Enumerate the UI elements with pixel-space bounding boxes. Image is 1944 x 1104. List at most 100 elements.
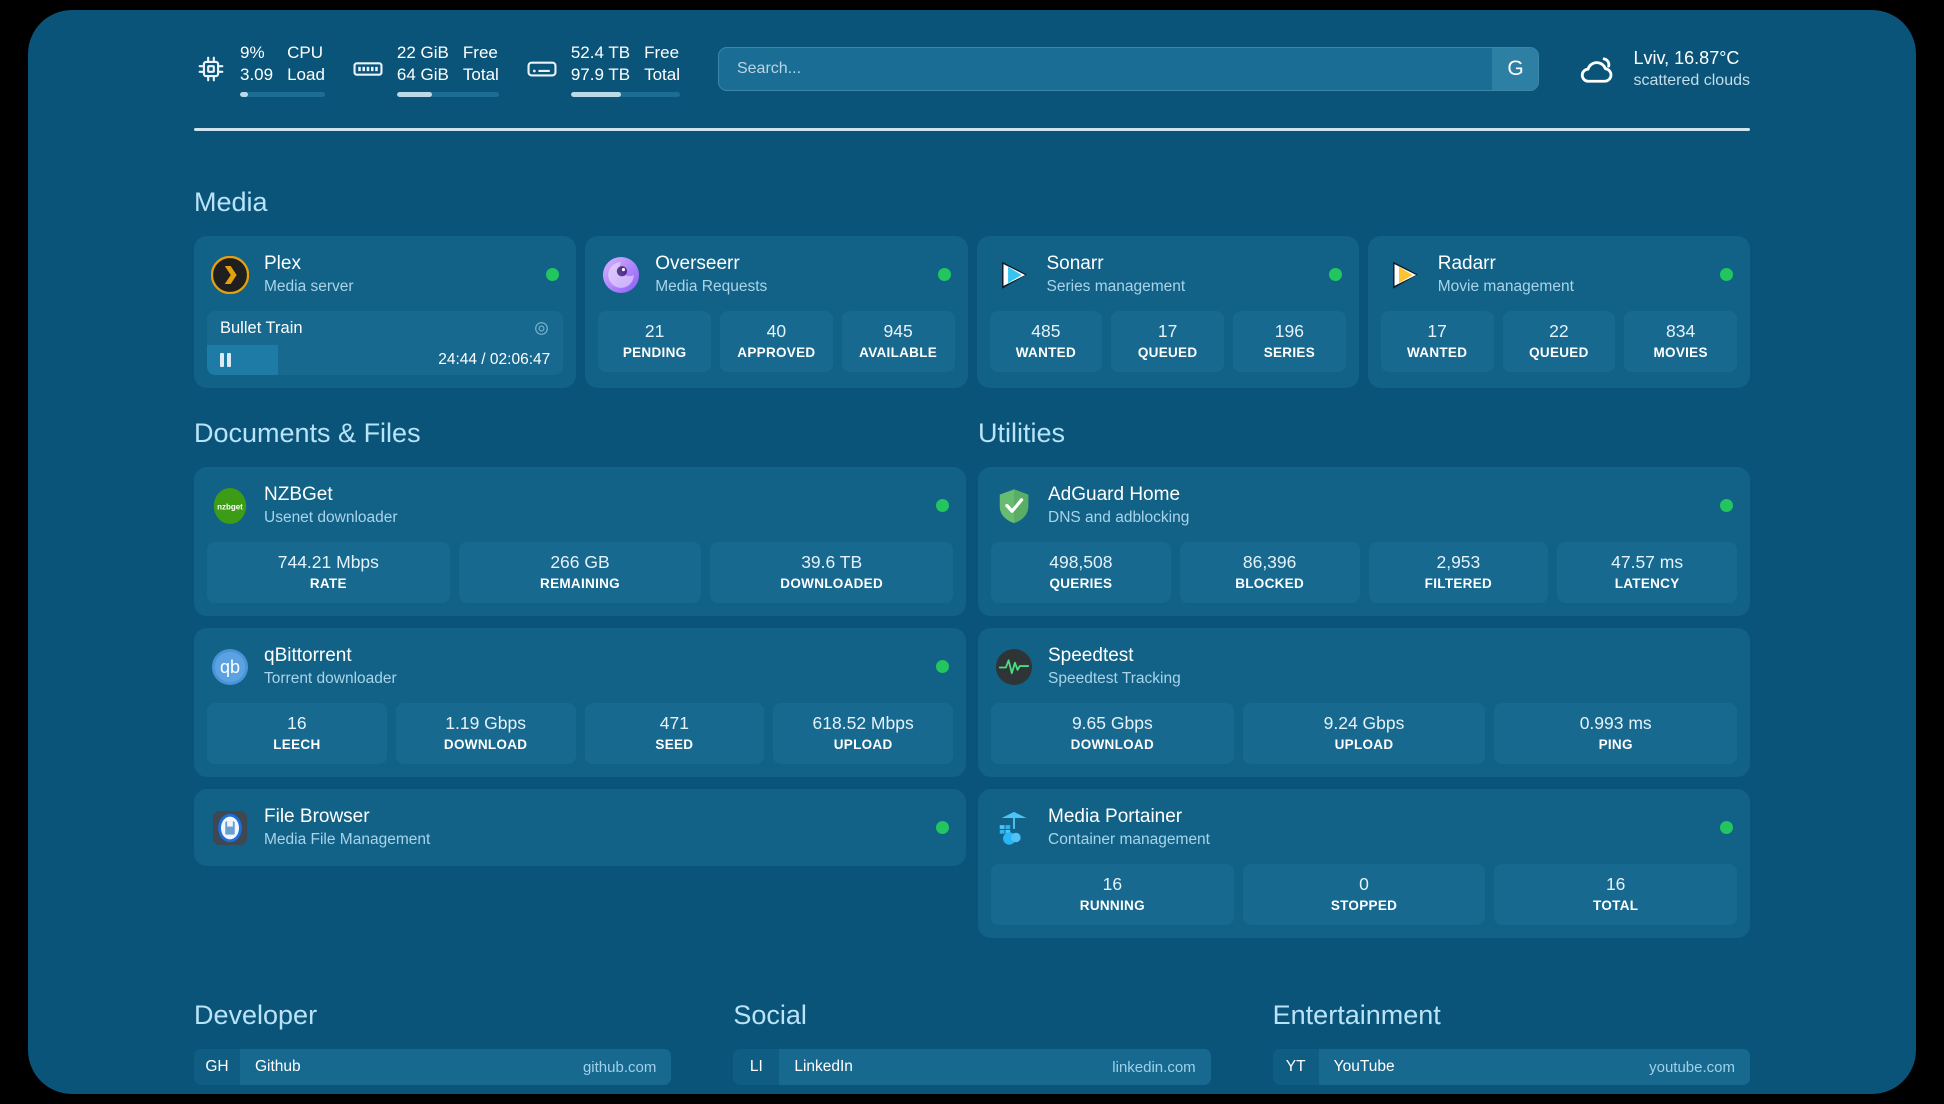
system-stat-progress-bar bbox=[240, 91, 325, 97]
service-stats-row: 21 PENDING 40 APPROVED 945 AVAILABLE bbox=[598, 311, 955, 372]
system-stat-body: 52.4 TB 97.9 TB Free Total bbox=[570, 42, 680, 97]
system-stat-values: 52.4 TB 97.9 TB bbox=[571, 42, 630, 86]
system-stat-label-secondary: Load bbox=[287, 64, 325, 84]
bookmark-abbreviation: YT bbox=[1272, 1049, 1319, 1085]
media-card-grid: Plex Media server Bullet Train 24:44 / 0… bbox=[194, 236, 1750, 388]
cloud-icon bbox=[1577, 48, 1619, 90]
service-card-header[interactable]: Sonarr Series management bbox=[990, 249, 1346, 300]
service-stat-value: 17 bbox=[1157, 321, 1178, 341]
service-stat-label: WANTED bbox=[1015, 345, 1077, 360]
service-card[interactable]: Radarr Movie management 17 WANTED 22 QUE… bbox=[1367, 236, 1750, 388]
service-description: Usenet downloader bbox=[264, 509, 398, 526]
service-stat: 86,396 BLOCKED bbox=[1179, 542, 1360, 603]
svg-text:nzbget: nzbget bbox=[217, 502, 243, 511]
system-stat-cpu: 9% 3.09 CPU Load bbox=[194, 42, 325, 97]
service-stats-row: 9.65 Gbps DOWNLOAD 9.24 Gbps UPLOAD 0.99… bbox=[991, 703, 1738, 764]
now-playing-progress[interactable]: 24:44 / 02:06:47 bbox=[207, 345, 564, 375]
bookmark-name: Github bbox=[255, 1058, 301, 1075]
speedtest-logo bbox=[995, 648, 1033, 686]
service-card-header[interactable]: Speedtest Speedtest Tracking bbox=[991, 641, 1737, 692]
service-description: Torrent downloader bbox=[264, 670, 397, 687]
settings-icon[interactable] bbox=[533, 320, 550, 337]
service-card-header[interactable]: qb qBittorrent Torrent downloader bbox=[207, 641, 953, 692]
service-card-titles: File Browser Media File Management bbox=[264, 805, 921, 850]
service-stat: 945 AVAILABLE bbox=[841, 311, 955, 372]
section-title-documents: Documents & Files bbox=[194, 418, 421, 448]
service-description: Series management bbox=[1046, 278, 1186, 295]
service-stat: 17 WANTED bbox=[1380, 311, 1494, 372]
service-card-header[interactable]: Plex Media server bbox=[207, 249, 563, 300]
service-stat-value: 618.52 Mbps bbox=[812, 713, 914, 733]
service-card-header[interactable]: nzbget NZBGet Usenet downloader bbox=[207, 480, 953, 531]
service-stat-value: 196 bbox=[1274, 321, 1304, 341]
service-stat: 39.6 TB DOWNLOADED bbox=[710, 542, 954, 603]
service-description: Speedtest Tracking bbox=[1048, 670, 1181, 687]
system-stat-value-secondary: 3.09 bbox=[240, 64, 274, 84]
bookmark-body: LinkedIn linkedin.com bbox=[779, 1049, 1211, 1085]
system-stat-body: 22 GiB 64 GiB Free Total bbox=[396, 42, 499, 97]
bookmark-item[interactable]: GH Github github.com bbox=[194, 1049, 672, 1085]
bookmark-name: YouTube bbox=[1333, 1058, 1395, 1075]
service-card-titles: Plex Media server bbox=[264, 252, 531, 297]
service-stat: 471 SEED bbox=[584, 703, 765, 764]
overseerr-logo bbox=[602, 256, 640, 294]
bookmark-name: LinkedIn bbox=[794, 1058, 853, 1075]
service-stat: 16 LEECH bbox=[207, 703, 387, 764]
service-stats-row: 17 WANTED 22 QUEUED 834 MOVIES bbox=[1380, 311, 1737, 372]
memory-icon bbox=[351, 52, 385, 86]
pause-icon[interactable] bbox=[220, 353, 231, 367]
service-card[interactable]: nzbget NZBGet Usenet downloader 744.21 M… bbox=[194, 467, 966, 616]
bookmark-item[interactable]: LI LinkedIn linkedin.com bbox=[733, 1049, 1211, 1085]
middle-columns: Documents & Files nzbget NZBGet Usenet d… bbox=[194, 418, 1750, 938]
service-card-header[interactable]: Overseerr Media Requests bbox=[598, 249, 954, 300]
service-stat-label: FILTERED bbox=[1424, 576, 1493, 591]
service-card-header[interactable]: Radarr Movie management bbox=[1381, 249, 1737, 300]
status-indicator-online bbox=[937, 268, 951, 281]
service-card-titles: Overseerr Media Requests bbox=[655, 252, 922, 297]
status-indicator-online bbox=[936, 499, 949, 512]
search-input[interactable] bbox=[718, 48, 1493, 90]
service-card-header[interactable]: AdGuard Home DNS and adblocking bbox=[991, 480, 1737, 531]
service-name: AdGuard Home bbox=[1048, 484, 1181, 505]
service-stat-value: 0.993 ms bbox=[1579, 713, 1652, 733]
status-indicator-online bbox=[936, 660, 949, 673]
service-stat: 9.65 Gbps DOWNLOAD bbox=[991, 703, 1234, 764]
service-card[interactable]: Speedtest Speedtest Tracking 9.65 Gbps D… bbox=[978, 628, 1750, 777]
service-card-titles: Speedtest Speedtest Tracking bbox=[1048, 644, 1733, 689]
bookmark-group: Entertainment YT YouTube youtube.com NF … bbox=[1272, 1000, 1750, 1094]
system-stat-value-primary: 52.4 TB bbox=[570, 42, 631, 62]
service-card[interactable]: qb qBittorrent Torrent downloader 16 LEE… bbox=[194, 628, 966, 777]
now-playing-time: 24:44 / 02:06:47 bbox=[438, 351, 551, 368]
dashboard-window: 9% 3.09 CPU Load 22 GiB 64 GiB Free bbox=[28, 10, 1916, 1094]
service-stat-label: BLOCKED bbox=[1235, 576, 1305, 591]
service-card-header[interactable]: Media Portainer Container management bbox=[991, 802, 1737, 853]
service-card[interactable]: File Browser Media File Management bbox=[194, 789, 966, 866]
bookmark-item[interactable]: YT YouTube youtube.com bbox=[1272, 1049, 1750, 1085]
service-stat-label: SERIES bbox=[1263, 345, 1316, 360]
service-stat-label: QUERIES bbox=[1049, 576, 1113, 591]
service-card-header[interactable]: File Browser Media File Management bbox=[207, 802, 953, 853]
service-card[interactable]: Sonarr Series management 485 WANTED 17 Q… bbox=[976, 236, 1359, 388]
service-description: Media server bbox=[264, 278, 354, 295]
service-stat-value: 22 bbox=[1549, 321, 1569, 341]
service-stat: 834 MOVIES bbox=[1624, 311, 1737, 372]
now-playing-title-row: Bullet Train bbox=[207, 311, 564, 345]
service-card[interactable]: Plex Media server Bullet Train 24:44 / 0… bbox=[194, 236, 577, 388]
weather-text: Lviv, 16.87°C scattered clouds bbox=[1633, 47, 1750, 92]
service-card[interactable]: AdGuard Home DNS and adblocking 498,508 … bbox=[978, 467, 1750, 616]
system-stat-label-secondary: Total bbox=[462, 64, 499, 84]
weather-condition: scattered clouds bbox=[1633, 71, 1750, 89]
service-stat: 9.24 Gbps UPLOAD bbox=[1242, 703, 1486, 764]
service-card[interactable]: Overseerr Media Requests 21 PENDING 40 A… bbox=[585, 236, 968, 388]
service-stat-value: 16 bbox=[1102, 874, 1123, 894]
service-stat-value: 0 bbox=[1359, 874, 1369, 894]
status-indicator-online bbox=[1720, 499, 1733, 512]
now-playing[interactable]: Bullet Train 24:44 / 02:06:47 bbox=[207, 311, 564, 375]
service-stat: 0 STOPPED bbox=[1242, 864, 1486, 925]
search-bar[interactable]: G bbox=[717, 47, 1540, 91]
service-stat-value: 86,396 bbox=[1242, 552, 1297, 572]
search-engine-button[interactable]: G bbox=[1492, 48, 1539, 90]
now-playing-title: Bullet Train bbox=[220, 318, 303, 337]
service-card[interactable]: Media Portainer Container management 16 … bbox=[978, 789, 1750, 938]
service-description: Movie management bbox=[1437, 278, 1574, 295]
